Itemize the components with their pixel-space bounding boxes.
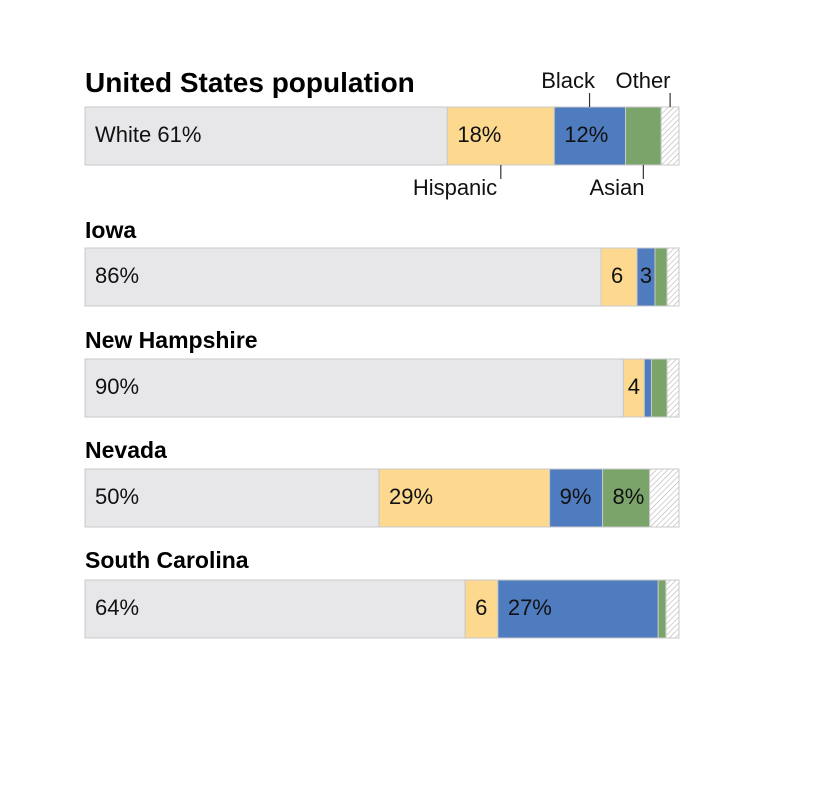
data-label-united-states-population-hispanic: 18% xyxy=(457,122,501,147)
row-title-new-hampshire: New Hampshire xyxy=(85,327,258,353)
data-label-nevada-asian: 8% xyxy=(613,484,645,509)
callout-label-asian: Asian xyxy=(589,175,644,200)
row-title-united-states-population: United States population xyxy=(85,67,415,98)
bar-segment-iowa-other xyxy=(666,247,680,307)
bar-segment-new-hampshire-black xyxy=(643,358,652,418)
row-title-iowa: Iowa xyxy=(85,217,136,243)
row-title-south-carolina: South Carolina xyxy=(85,547,249,573)
bar-segment-south-carolina-asian xyxy=(657,579,667,639)
data-label-south-carolina-white: 64% xyxy=(95,595,139,620)
bar-segment-iowa-asian xyxy=(654,247,668,307)
row-new-hampshire: New Hampshire 90% 4 xyxy=(84,327,680,418)
bar-segment-nevada-other xyxy=(649,468,680,528)
row-south-carolina: South Carolina 64% 6 27% xyxy=(84,547,680,639)
bar-segment-iowa-white xyxy=(84,247,602,307)
data-label-nevada-white: 50% xyxy=(95,484,139,509)
data-label-iowa-white: 86% xyxy=(95,263,139,288)
bar-segment-united-states-population-white xyxy=(84,106,448,166)
data-label-iowa-hispanic: 6 xyxy=(611,263,623,288)
row-iowa: Iowa 86% 6 3 xyxy=(84,217,680,307)
callout-label-black: Black xyxy=(541,68,596,93)
row-nevada: Nevada 50% 29% 9% 8% xyxy=(84,437,680,528)
bar-segment-iowa-hispanic xyxy=(600,247,638,307)
data-label-south-carolina-black: 27% xyxy=(508,595,552,620)
data-label-united-states-population-white: White 61% xyxy=(95,122,201,147)
bar-segment-nevada-asian xyxy=(602,468,651,528)
bar-segment-new-hampshire-other xyxy=(666,358,680,418)
bar-segment-united-states-population-black xyxy=(553,106,627,166)
bar-segment-new-hampshire-white xyxy=(84,358,624,418)
bar-segment-new-hampshire-asian xyxy=(650,358,668,418)
bar-segment-south-carolina-other xyxy=(665,579,680,639)
bar-segment-south-carolina-hispanic xyxy=(464,579,499,639)
bar-segment-south-carolina-black xyxy=(497,579,659,639)
bar-segment-united-states-population-other xyxy=(660,106,680,166)
category-callouts: Black Other Hispanic Asian xyxy=(413,68,671,200)
data-label-new-hampshire-hispanic: 4 xyxy=(628,374,640,399)
callout-label-other: Other xyxy=(615,68,670,93)
data-label-nevada-black: 9% xyxy=(560,484,592,509)
bar-segment-united-states-population-asian xyxy=(625,106,662,166)
data-label-iowa-black: 3 xyxy=(640,263,652,288)
bar-segment-nevada-black xyxy=(549,468,604,528)
data-label-south-carolina-hispanic: 6 xyxy=(475,595,487,620)
callout-label-hispanic: Hispanic xyxy=(413,175,497,200)
bar-segment-united-states-population-hispanic xyxy=(446,106,555,166)
data-label-nevada-hispanic: 29% xyxy=(389,484,433,509)
data-label-united-states-population-black: 12% xyxy=(564,122,608,147)
bar-segment-nevada-white xyxy=(84,468,380,528)
bar-segment-south-carolina-white xyxy=(84,579,466,639)
row-title-nevada: Nevada xyxy=(85,437,167,463)
data-label-new-hampshire-white: 90% xyxy=(95,374,139,399)
bar-rows: United States population White 61% 18% 12% I… xyxy=(84,67,680,639)
